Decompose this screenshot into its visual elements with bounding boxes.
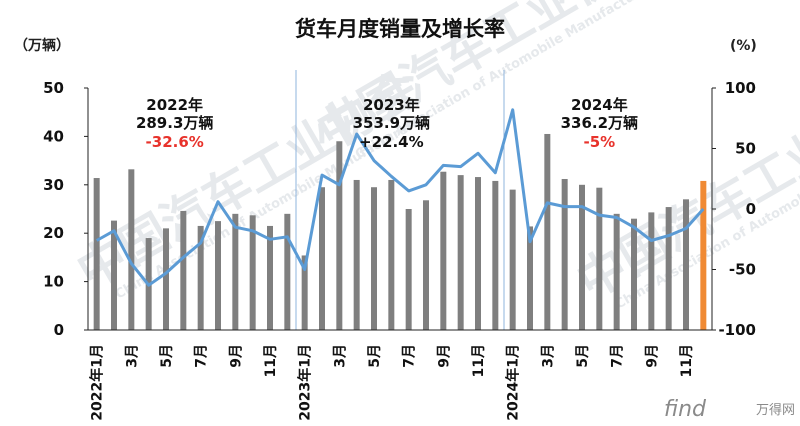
bar [319, 187, 325, 330]
bar [458, 175, 464, 330]
bar [700, 181, 706, 330]
x-tick-label: 11月 [263, 344, 279, 377]
bar [648, 212, 654, 330]
bar [215, 221, 221, 330]
chart-title: 货车月度销量及增长率 [295, 17, 505, 41]
site-logo: find 万得网 [664, 397, 795, 422]
right-axis-unit: (%) [730, 38, 757, 54]
x-tick-label: 7月 [194, 344, 210, 368]
bar [614, 214, 620, 330]
right-tick-label: -100 [718, 321, 756, 339]
annotation-total: 336.2万辆 [561, 114, 638, 132]
left-tick-label: 0 [54, 321, 64, 339]
bar [683, 199, 689, 330]
bar [232, 214, 238, 330]
annotation-year: 2022年 [146, 96, 203, 114]
bar [423, 200, 429, 330]
x-tick-label: 5月 [575, 344, 591, 368]
x-tick-label: 5月 [159, 344, 175, 368]
right-tick-label: 100 [725, 79, 756, 97]
x-tick-label: 2024年1月 [505, 344, 522, 421]
x-tick-label: 2023年1月 [297, 344, 314, 421]
bar-series [94, 134, 707, 330]
bar [475, 177, 481, 330]
bar [371, 187, 377, 330]
left-tick-label: 50 [43, 79, 64, 97]
annotation-year: 2024年 [571, 96, 628, 114]
annotation-year: 2023年 [363, 96, 420, 114]
left-tick-label: 10 [43, 273, 64, 291]
x-tick-label: 5月 [367, 344, 383, 368]
bar [354, 180, 360, 330]
bar [284, 214, 290, 330]
bar [666, 207, 672, 330]
brand-cn-text: 万得网 [756, 402, 795, 418]
bar [492, 181, 498, 330]
annotation-growth: -5% [583, 133, 615, 151]
bar [163, 228, 169, 330]
bar [510, 190, 516, 330]
bar [544, 134, 550, 330]
x-tick-label: 7月 [610, 344, 626, 368]
annotation-growth: +22.4% [359, 133, 424, 151]
x-tick-label: 9月 [228, 344, 244, 368]
left-axis-unit: （万辆） [14, 37, 70, 54]
right-tick-label: -50 [729, 261, 756, 279]
left-tick-label: 20 [43, 224, 64, 242]
bar [562, 179, 568, 330]
bar [440, 172, 446, 330]
left-tick-label: 30 [43, 176, 64, 194]
bar [631, 219, 637, 330]
bar [180, 211, 186, 330]
right-tick-label: 0 [746, 200, 756, 218]
bar [406, 209, 412, 330]
x-tick-label: 9月 [644, 344, 660, 368]
x-tick-label: 7月 [402, 344, 418, 368]
bar [128, 169, 134, 330]
x-tick-label: 3月 [540, 344, 556, 368]
brand-find-text: find [664, 397, 707, 422]
bar [94, 178, 100, 330]
annotation-total: 289.3万辆 [136, 114, 213, 132]
bar [388, 180, 394, 330]
x-tick-label: 3月 [124, 344, 140, 368]
left-tick-label: 40 [43, 127, 64, 145]
annotation-growth: -32.6% [146, 133, 204, 151]
x-tick-label: 2022年1月 [89, 344, 106, 421]
annotation-total: 353.9万辆 [353, 114, 430, 132]
x-tick-label: 11月 [471, 344, 487, 377]
bar [596, 188, 602, 330]
right-tick-label: 50 [735, 140, 756, 158]
x-tick-label: 3月 [332, 344, 348, 368]
x-tick-label: 9月 [436, 344, 452, 368]
bar [267, 226, 273, 330]
x-tick-label: 11月 [679, 344, 695, 377]
bar [336, 141, 342, 330]
